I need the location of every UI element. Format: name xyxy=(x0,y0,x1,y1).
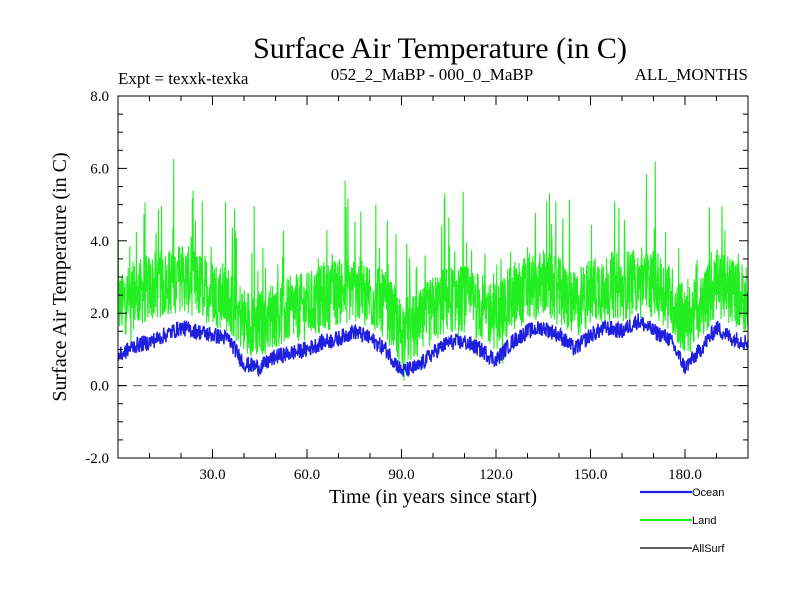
plot-area xyxy=(117,158,749,387)
legend-label-ocean: Ocean xyxy=(692,487,724,499)
subtitle-experiment: Expt = texxk-texka xyxy=(118,69,249,88)
y-axis-label: Surface Air Temperature (in C) xyxy=(49,152,71,401)
y-tick-label: 0.0 xyxy=(90,379,109,395)
series-ocean-line xyxy=(117,313,749,378)
series-land-line xyxy=(117,158,749,381)
x-tick-label: 120.0 xyxy=(479,467,513,483)
legend: Ocean Land AllSurf xyxy=(640,487,725,555)
x-tick-label: 60.0 xyxy=(294,467,320,483)
y-tick-label: 8.0 xyxy=(90,89,109,105)
subtitle-period: 052_2_MaBP - 000_0_MaBP xyxy=(331,65,533,84)
x-tick-label: 150.0 xyxy=(574,467,608,483)
y-tick-label: -2.0 xyxy=(85,451,109,467)
x-tick-label: 30.0 xyxy=(199,467,225,483)
x-axis-label: Time (in years since start) xyxy=(329,486,537,508)
subtitle-months: ALL_MONTHS xyxy=(635,65,748,84)
axis-ticks: 30.0 60.0 90.0 120.0 150.0 180.0 -2.0 0.0 2.0 4.0… xyxy=(85,89,748,483)
y-tick-label: 4.0 xyxy=(90,234,109,250)
y-tick-label: 6.0 xyxy=(90,161,109,177)
legend-label-land: Land xyxy=(692,515,716,527)
y-tick-label: 2.0 xyxy=(90,306,109,322)
legend-label-allsurf: AllSurf xyxy=(692,543,725,555)
x-tick-label: 90.0 xyxy=(388,467,414,483)
chart-title: Surface Air Temperature (in C) xyxy=(253,32,627,65)
x-tick-label: 180.0 xyxy=(668,467,702,483)
